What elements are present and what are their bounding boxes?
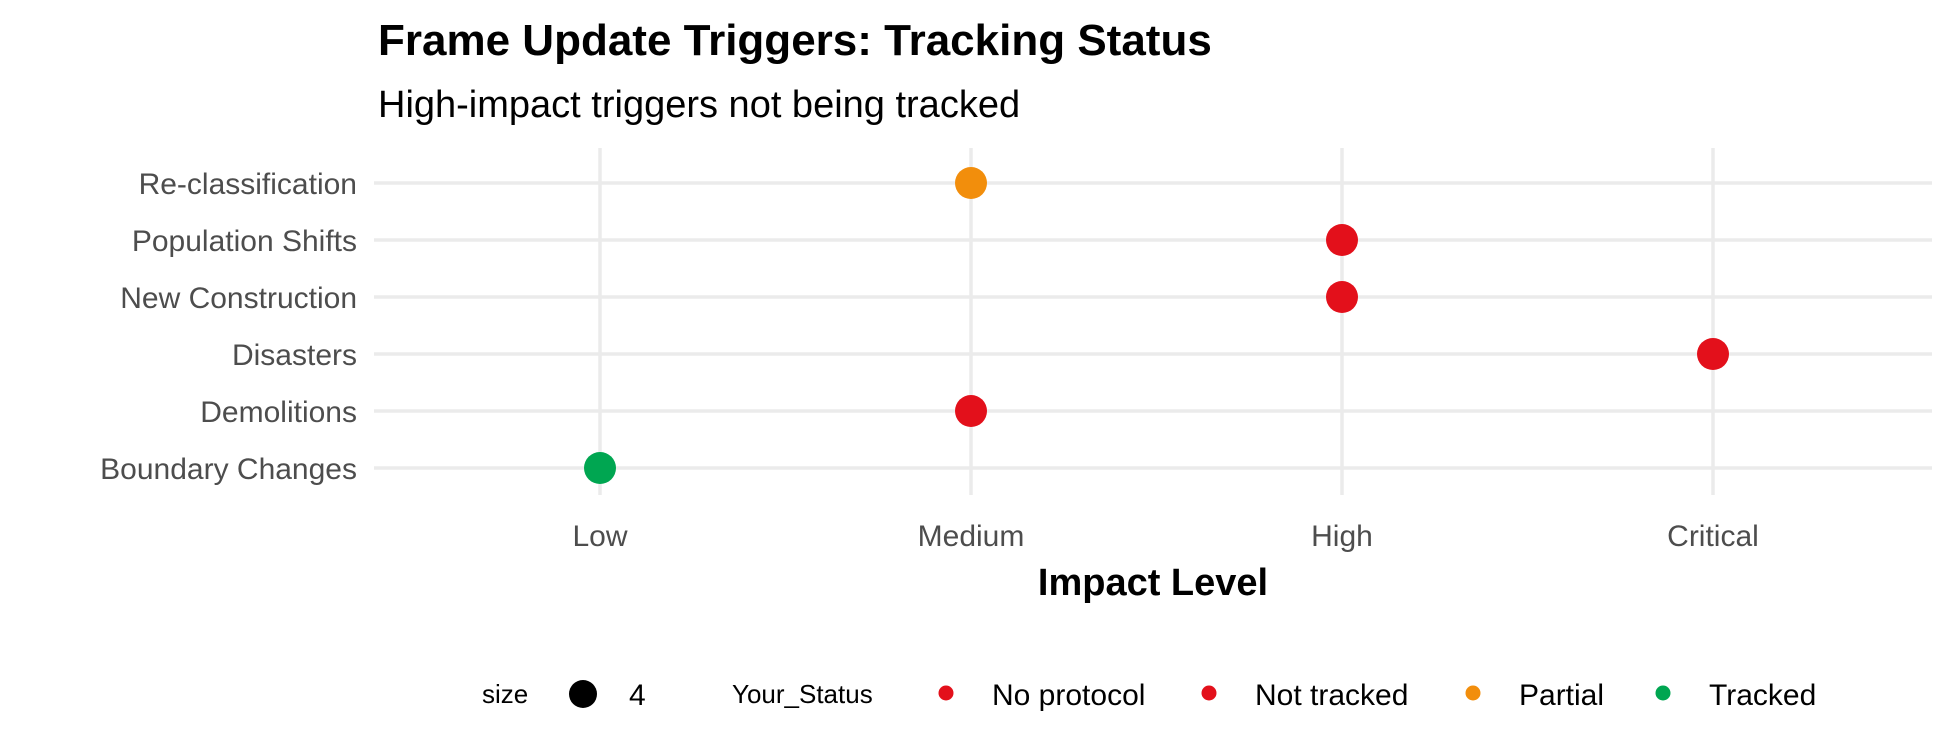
y-tick-population-shifts: Population Shifts (132, 225, 357, 258)
point-demolitions (955, 395, 987, 427)
y-tick-disasters: Disasters (232, 339, 357, 372)
y-tick-demolitions: Demolitions (200, 396, 357, 429)
legend-label-no-protocol: No protocol (992, 679, 1145, 712)
grid (374, 148, 1932, 495)
chart-subtitle: High-impact triggers not being tracked (378, 84, 1020, 126)
point-boundary-changes (584, 452, 616, 484)
y-tick-new-construction: New Construction (120, 282, 357, 315)
x-axis-ticks: Low Medium High Critical (572, 520, 1758, 553)
point-re-classification (955, 167, 987, 199)
x-axis-label: Impact Level (1038, 562, 1268, 604)
legend-label-not-tracked: Not tracked (1255, 679, 1408, 712)
y-tick-boundary-changes: Boundary Changes (100, 453, 357, 486)
legend-key-not-tracked (1201, 685, 1217, 701)
legend-size-value: 4 (629, 679, 646, 712)
legend: size 4 Your_Status No protocol Not tracke… (482, 679, 1816, 712)
x-tick-high: High (1311, 520, 1373, 553)
point-new-construction (1326, 281, 1358, 313)
data-points (584, 167, 1729, 484)
legend-key-tracked (1655, 685, 1671, 701)
legend-color-title: Your_Status (732, 679, 873, 709)
legend-entries: No protocol Not tracked Partial Tracked (938, 679, 1816, 712)
y-tick-re-classification: Re-classification (139, 168, 357, 201)
chart-title: Frame Update Triggers: Tracking Status (378, 16, 1212, 65)
x-tick-medium: Medium (918, 520, 1025, 553)
legend-label-partial: Partial (1519, 679, 1604, 712)
point-disasters (1697, 338, 1729, 370)
legend-size-title: size (482, 679, 528, 709)
x-tick-low: Low (572, 520, 627, 553)
x-tick-critical: Critical (1667, 520, 1759, 553)
y-axis-ticks: Boundary Changes Demolitions Disasters New … (100, 168, 357, 486)
legend-size-key (569, 680, 597, 708)
legend-label-tracked: Tracked (1709, 679, 1816, 712)
legend-key-no-protocol (938, 685, 954, 701)
legend-key-partial (1465, 685, 1481, 701)
point-population-shifts (1326, 224, 1358, 256)
